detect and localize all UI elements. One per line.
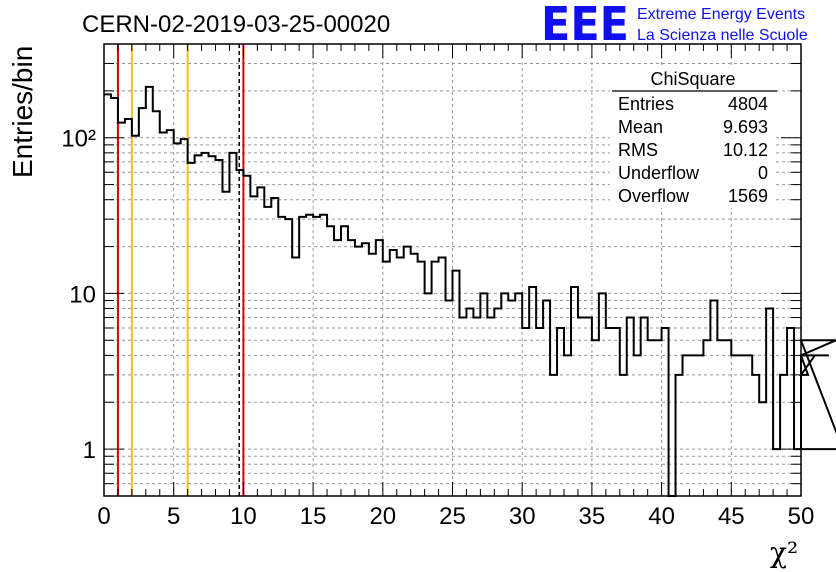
stats-label: Mean [618,117,663,137]
x-tick-label: 40 [648,503,675,530]
grid [104,44,801,496]
stats-value: 1569 [728,186,768,206]
stats-value: 0 [758,163,768,183]
stats-title: ChiSquare [650,69,735,89]
stats-value: 9.693 [723,117,768,137]
y-axis-label: Entries/bin [7,46,38,178]
stats-label: Overflow [618,186,690,206]
x-axis-label: χ² [770,536,798,569]
stats-value: 10.12 [723,140,768,160]
x-tick-label: 0 [97,503,110,530]
histogram [104,85,836,497]
chart-title: CERN-02-2019-03-25-00020 [82,11,390,38]
stats-label: Entries [618,94,674,114]
y-tick-labels: 1 10 10² [61,126,96,464]
logo-line-1: Extreme Energy Events [637,6,805,23]
eee-logo: EEE Extreme Energy Events La Scienza nel… [541,0,808,51]
x-tick-label: 30 [509,503,536,530]
x-tick-label: 5 [167,503,180,530]
x-tick-label: 50 [788,503,815,530]
x-tick-label: 20 [369,503,396,530]
stats-value: 4804 [728,94,768,114]
x-tick-label: 25 [439,503,466,530]
x-tick-label: 35 [579,503,606,530]
reference-lines [116,44,245,496]
logo-line-2: La Scienza nelle Scuole [637,27,808,44]
x-tick-labels: 0 5 10 15 20 25 30 35 40 45 50 [97,503,814,530]
y-tick-label: 10² [61,126,96,153]
axis-ticks [103,44,802,496]
y-tick-label: 1 [83,437,96,464]
histogram-line [104,85,836,497]
stats-label: RMS [618,140,658,160]
stats-box: ChiSquare Entries 4804 Mean 9.693 RMS 10… [610,68,777,208]
x-tick-label: 45 [718,503,745,530]
y-tick-label: 10 [69,281,96,308]
x-tick-label: 10 [230,503,257,530]
stats-label: Underflow [618,163,700,183]
x-tick-label: 15 [300,503,327,530]
logo-text: EEE [541,0,629,51]
